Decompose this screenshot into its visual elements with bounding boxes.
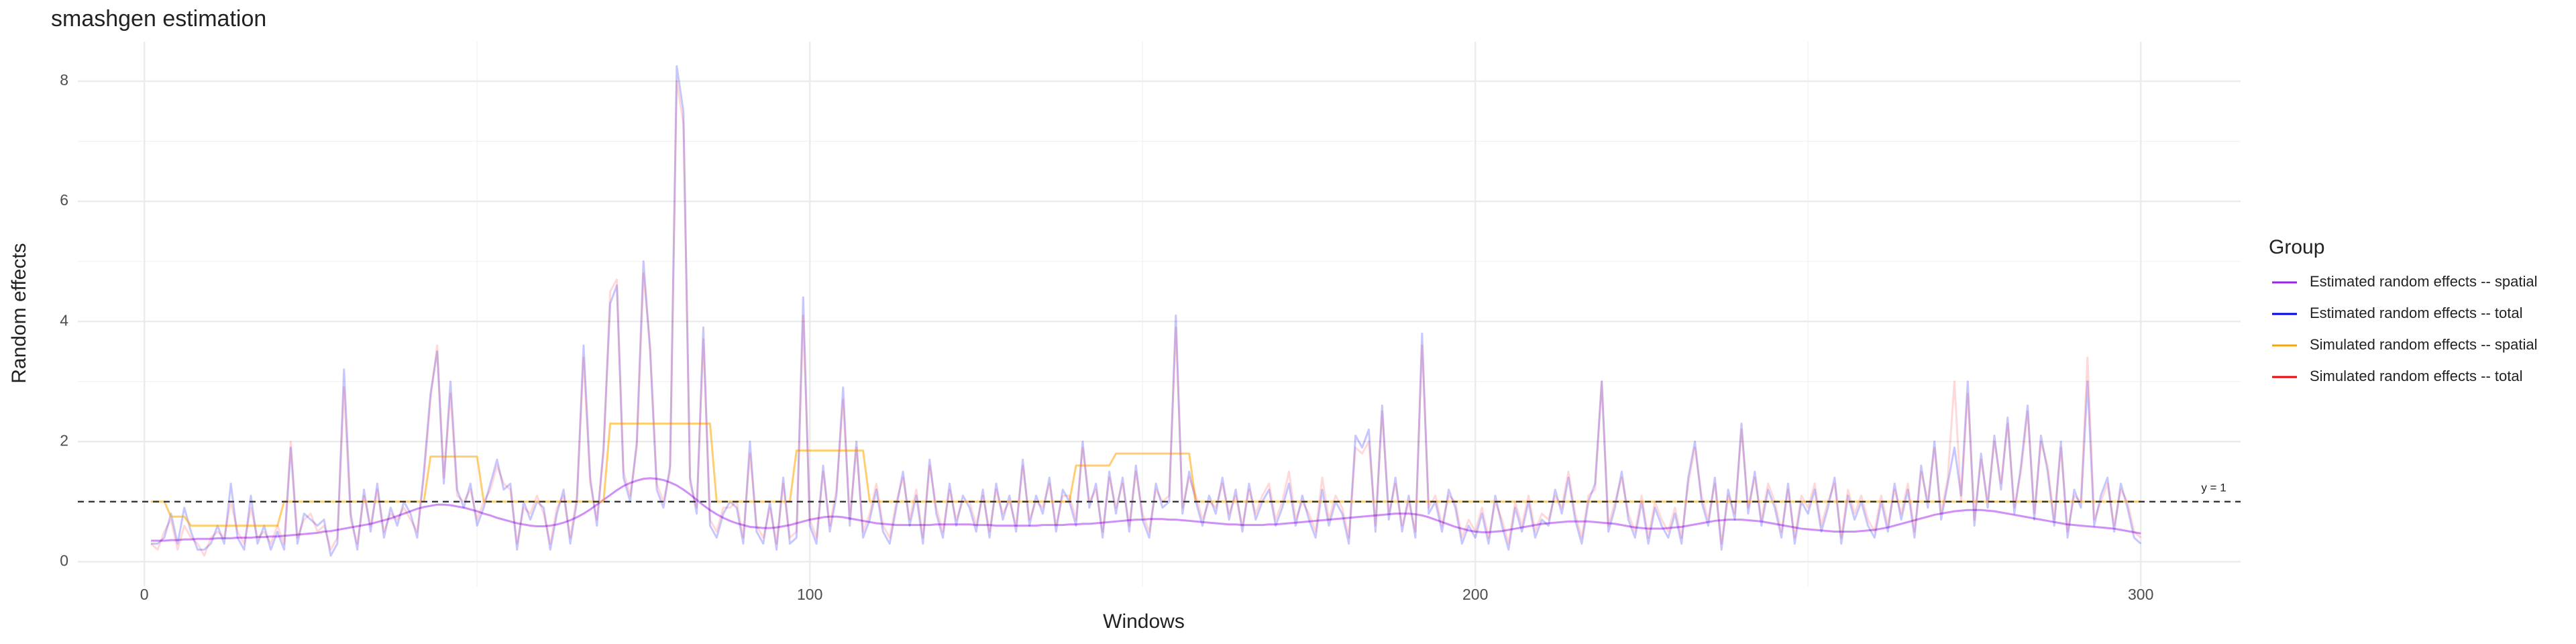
- y-tick-label: 4: [60, 311, 68, 329]
- legend-label: Estimated random effects -- spatial: [2310, 273, 2538, 290]
- x-tick-label: 100: [797, 586, 822, 603]
- y-tick-label: 0: [60, 551, 68, 569]
- x-tick-label: 0: [140, 586, 149, 603]
- x-axis-label: Windows: [1103, 610, 1185, 633]
- legend-label: Estimated random effects -- total: [2310, 305, 2523, 321]
- x-tick-label: 300: [2128, 586, 2153, 603]
- legend-title: Group: [2269, 236, 2324, 258]
- y-tick-label: 2: [60, 431, 68, 449]
- series-line: [151, 422, 2141, 527]
- series-line: [151, 65, 2142, 557]
- series-line: [150, 80, 2142, 557]
- legend-label: Simulated random effects -- total: [2310, 368, 2523, 384]
- reference-label: y = 1: [2201, 481, 2226, 494]
- y-axis-label: Random effects: [8, 243, 30, 384]
- legend-label: Simulated random effects -- spatial: [2310, 336, 2538, 353]
- x-tick-label: 200: [1462, 586, 1488, 603]
- chart-title: smashgen estimation: [51, 6, 266, 32]
- series-line: [151, 477, 2141, 542]
- y-tick-label: 8: [60, 71, 68, 89]
- y-tick-label: 6: [60, 191, 68, 209]
